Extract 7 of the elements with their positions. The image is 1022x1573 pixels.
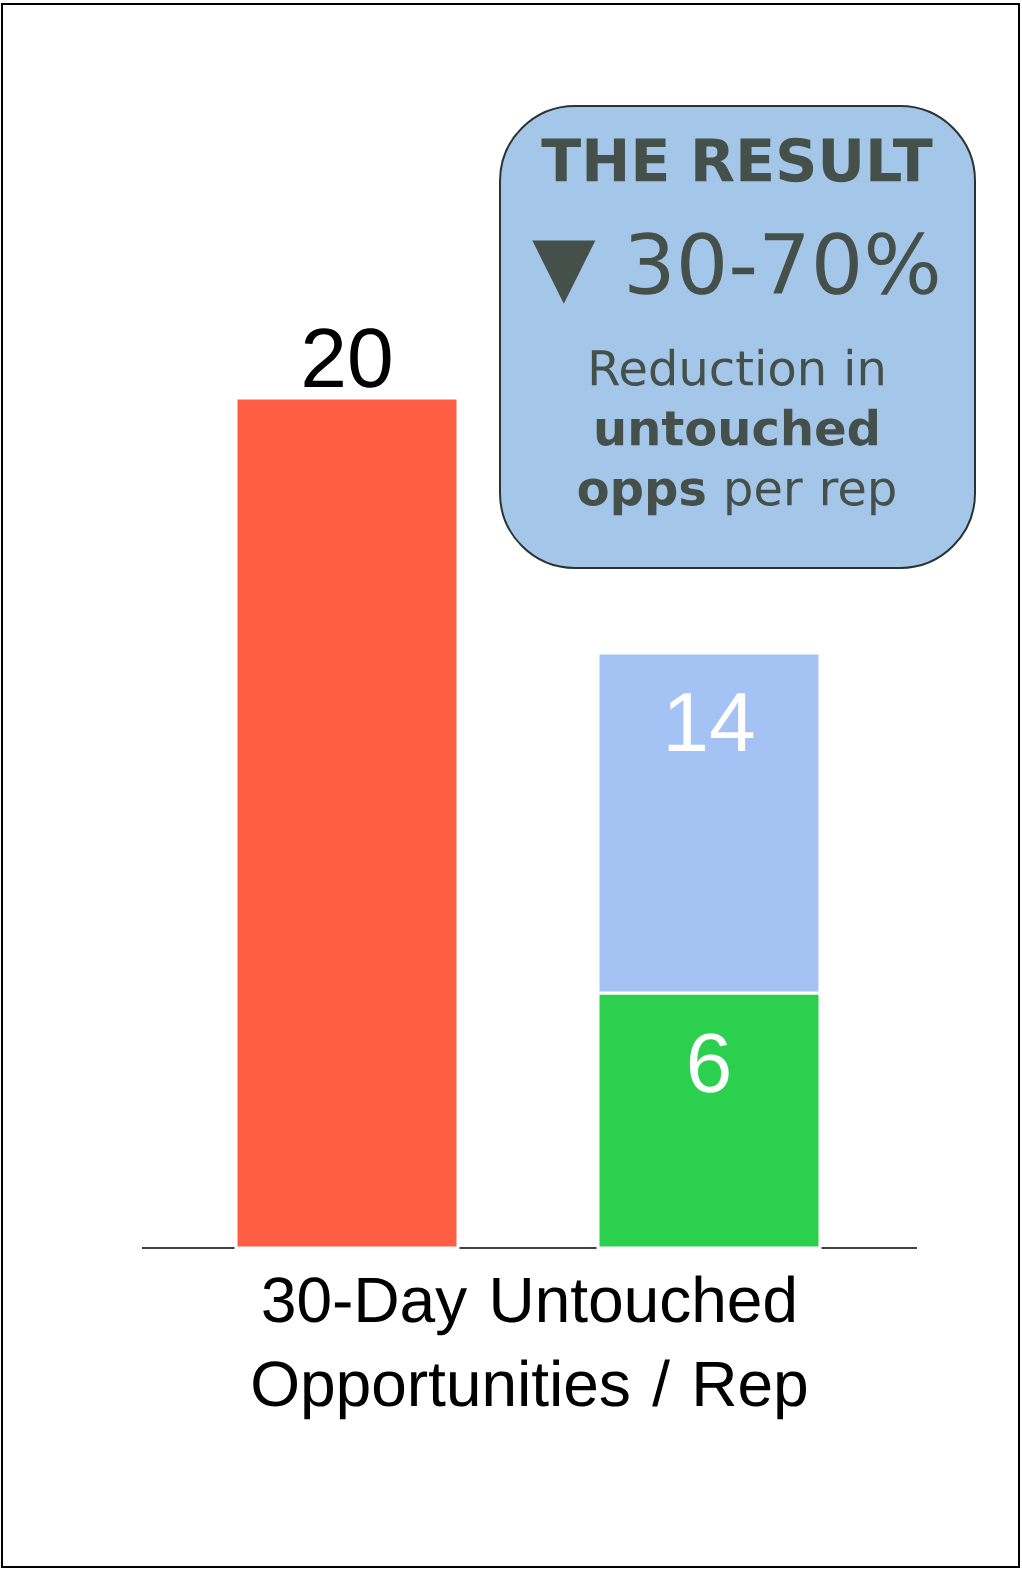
- x-axis-title: 30-Day Untouched Opportunities / Rep: [253, 1275, 806, 1420]
- total-label: 14: [668, 693, 754, 752]
- text: ▼ 30-70%: [532, 232, 938, 304]
- total-label: 20: [304, 328, 391, 388]
- data-label: 6: [689, 1033, 729, 1093]
- text: THE RESULT: [541, 137, 933, 183]
- annotation: Reduction in untouched opps per rep: [578, 348, 895, 516]
